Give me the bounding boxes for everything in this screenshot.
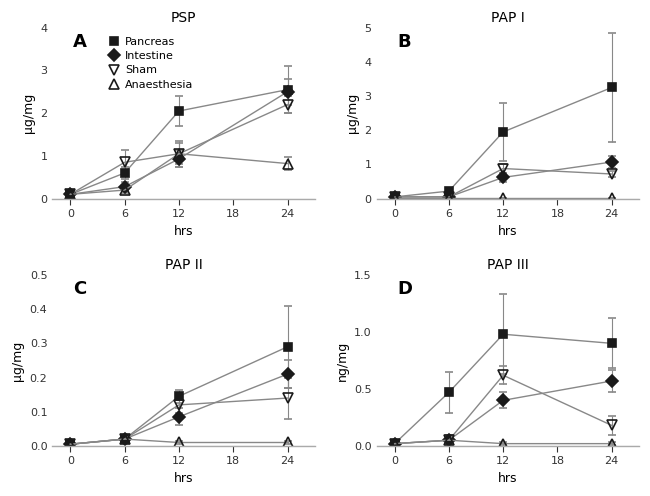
Title: PSP: PSP <box>171 11 196 25</box>
X-axis label: hrs: hrs <box>498 472 517 485</box>
Y-axis label: μg/mg: μg/mg <box>11 340 24 380</box>
Text: D: D <box>398 280 413 298</box>
Text: A: A <box>73 33 87 51</box>
X-axis label: hrs: hrs <box>174 472 193 485</box>
Y-axis label: μg/mg: μg/mg <box>346 93 359 133</box>
Legend: Pancreas, Intestine, Sham, Anaesthesia: Pancreas, Intestine, Sham, Anaesthesia <box>105 33 197 93</box>
X-axis label: hrs: hrs <box>174 225 193 238</box>
X-axis label: hrs: hrs <box>498 225 517 238</box>
Y-axis label: ng/mg: ng/mg <box>335 340 348 380</box>
Title: PAP III: PAP III <box>487 258 528 272</box>
Text: C: C <box>73 280 86 298</box>
Title: PAP I: PAP I <box>491 11 525 25</box>
Y-axis label: μg/mg: μg/mg <box>21 93 34 133</box>
Title: PAP II: PAP II <box>164 258 202 272</box>
Text: B: B <box>398 33 411 51</box>
